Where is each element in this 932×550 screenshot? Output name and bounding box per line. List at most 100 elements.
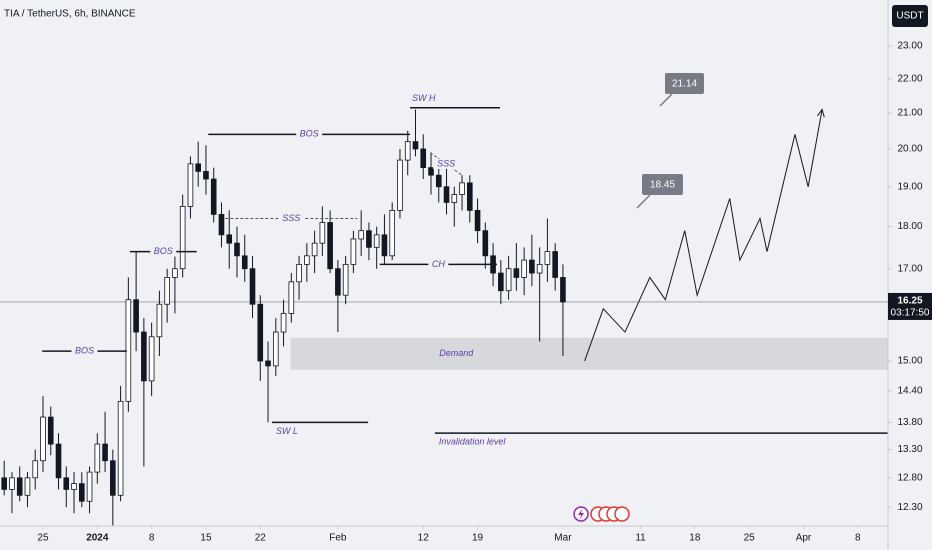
currency-label[interactable]: USDT — [896, 11, 923, 22]
candle-body — [272, 331, 279, 367]
level-label: BOS — [154, 246, 173, 256]
candle-body — [412, 141, 419, 150]
level-label: SSS — [282, 213, 300, 223]
candle-body — [156, 303, 163, 338]
y-tick-label: 17.00 — [897, 263, 922, 274]
callout-pointer — [636, 194, 651, 209]
x-tick-label: Feb — [329, 533, 347, 544]
level-label: CH — [432, 259, 445, 269]
target-label: 18.45 — [650, 180, 675, 191]
level-label: SW L — [276, 426, 298, 436]
candle-body — [296, 263, 302, 283]
candle-body — [9, 477, 15, 490]
x-tick-label: 15 — [200, 533, 212, 544]
candle-body — [358, 230, 364, 240]
x-tick-label: 18 — [689, 533, 701, 544]
candle-body — [552, 251, 558, 278]
demand-zone — [290, 337, 888, 370]
candle-body — [257, 303, 264, 362]
x-tick-label: 8 — [149, 533, 155, 544]
candle-body — [234, 242, 240, 257]
y-tick-label: 19.00 — [897, 181, 922, 192]
candle-body — [311, 242, 318, 257]
price-tag-countdown: 03:17:50 — [891, 308, 930, 319]
x-tick-label: 11 — [635, 533, 646, 544]
projection-arrowhead — [817, 108, 825, 118]
candle-body — [482, 230, 489, 257]
y-tick-label: 23.00 — [897, 41, 922, 52]
x-tick-label: Mar — [554, 533, 572, 544]
candle-body — [265, 360, 271, 367]
candle-body — [117, 400, 124, 496]
candle-body — [335, 268, 341, 296]
event-icons — [573, 506, 630, 522]
candle-body — [560, 277, 566, 303]
candle-body — [389, 209, 396, 257]
plot: Demand BOS BOS BOS SSS SSS SW H CH SW L Invalidat… — [0, 93, 888, 526]
label-gap — [278, 213, 305, 224]
candle-body — [451, 194, 458, 203]
label-gap — [150, 246, 177, 257]
label-gap — [296, 129, 323, 140]
candle-body — [529, 259, 535, 274]
candle-body — [63, 477, 70, 490]
candle-body — [86, 471, 93, 502]
candle-body — [179, 206, 186, 270]
candle-body — [187, 163, 194, 207]
candle-body — [459, 182, 465, 195]
x-tick-label: 2024 — [86, 533, 109, 544]
candle-body — [474, 209, 481, 232]
level-line — [429, 152, 463, 176]
lightning — [578, 509, 584, 519]
x-tick-label: 19 — [472, 533, 484, 544]
candle-body — [226, 234, 233, 244]
y-tick-label: 22.00 — [897, 73, 922, 84]
y-tick-label: 14.40 — [897, 386, 922, 397]
candle-body — [32, 460, 39, 479]
candle-body — [55, 443, 62, 479]
level-label: BOS — [300, 129, 319, 139]
candle-body — [195, 163, 202, 172]
price-tag — [888, 292, 932, 320]
candle-body — [443, 186, 450, 203]
candle-body — [327, 222, 333, 270]
callout-box — [665, 73, 704, 94]
event-icon[interactable] — [614, 506, 630, 522]
x-tick-label: 25 — [744, 533, 756, 544]
candle-body — [141, 331, 147, 382]
candle-body — [102, 443, 108, 462]
candle-body — [249, 268, 256, 305]
currency-button[interactable] — [892, 5, 928, 27]
label-gap — [71, 346, 98, 357]
candle-body — [342, 263, 349, 296]
x-tick-label: 8 — [855, 533, 861, 544]
candle-body — [78, 483, 85, 502]
candle-body — [47, 416, 54, 445]
x-tick-label: 12 — [418, 533, 430, 544]
candle-body — [164, 277, 170, 305]
x-tick-label: Apr — [796, 533, 812, 544]
y-tick-label: 13.30 — [897, 444, 922, 455]
candle-body — [366, 230, 372, 248]
y-tick-label: 13.80 — [897, 417, 922, 428]
candle-body — [304, 255, 310, 265]
callout-box — [642, 174, 683, 195]
candle-body — [40, 416, 46, 462]
candle-body — [544, 251, 551, 265]
x-tick-label: 22 — [255, 533, 267, 544]
candle-body — [505, 268, 512, 292]
candle-body — [71, 483, 77, 490]
candle-body — [1, 477, 7, 490]
candle-body — [435, 174, 442, 188]
candle-body — [536, 263, 543, 274]
target-label: 21.14 — [672, 79, 697, 90]
level-label: BOS — [75, 346, 94, 356]
candle-body — [420, 148, 427, 169]
candle-body — [94, 443, 101, 473]
candle-body — [280, 312, 287, 333]
candle-body — [241, 255, 248, 270]
candle-body — [373, 234, 380, 248]
y-tick-label: 18.00 — [897, 221, 922, 232]
y-tick-label: 21.00 — [897, 108, 922, 119]
